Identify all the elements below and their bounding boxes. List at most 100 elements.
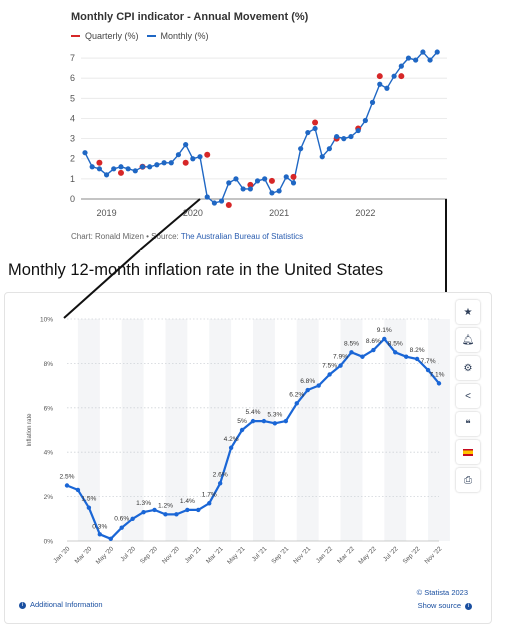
data-label: 8.5% xyxy=(344,340,359,347)
info-icon: i xyxy=(19,601,26,609)
monthly-point xyxy=(427,57,433,63)
bell-icon[interactable]: 🔔︎ xyxy=(456,328,480,352)
monthly-point xyxy=(369,99,376,105)
data-label: 5.4% xyxy=(245,409,260,416)
background-band xyxy=(253,319,275,541)
monthly-point xyxy=(254,178,261,184)
y-tick-label: 7 xyxy=(70,53,75,63)
monthly-point xyxy=(161,160,167,166)
inflation-point xyxy=(97,532,103,537)
star-icon[interactable]: ★ xyxy=(456,300,480,324)
background-band xyxy=(209,319,232,541)
quarterly-point xyxy=(96,159,103,166)
inflation-point xyxy=(305,387,310,393)
x-tick-label: May '20 xyxy=(95,545,116,566)
inflation-point xyxy=(75,487,81,493)
inflation-point xyxy=(250,418,256,424)
quarterly-point xyxy=(290,173,297,180)
inflation-point xyxy=(174,512,179,517)
gear-icon[interactable]: ⚙ xyxy=(456,356,480,380)
y-tick-label: 4 xyxy=(70,113,75,123)
monthly-point xyxy=(190,156,196,162)
y-tick-label: 1 xyxy=(70,174,75,184)
monthly-point xyxy=(290,180,297,186)
top-chart-legend: Quarterly (%) Monthly (%) xyxy=(71,31,209,41)
monthly-point xyxy=(204,194,210,200)
x-tick-label: Jan '22 xyxy=(315,545,335,565)
monthly-point xyxy=(118,164,124,170)
flag-spain-icon[interactable] xyxy=(456,440,480,464)
monthly-point xyxy=(341,136,347,142)
x-tick-label: 2019 xyxy=(97,208,117,218)
monthly-point xyxy=(305,129,311,136)
data-label: 7.5% xyxy=(322,363,337,370)
x-tick-label: Sep '20 xyxy=(139,545,159,565)
inflation-point xyxy=(207,501,212,506)
monthly-point xyxy=(348,133,354,140)
inflation-point xyxy=(414,356,420,362)
quarterly-point xyxy=(204,151,211,158)
y-tick-label: 2 xyxy=(70,154,75,164)
show-source-label: Show source xyxy=(417,601,461,610)
x-tick-label: Sep '22 xyxy=(402,545,422,565)
print-icon[interactable]: ⎙ xyxy=(456,468,480,492)
legend-monthly-label[interactable]: Monthly (%) xyxy=(160,31,209,41)
monthly-point xyxy=(269,190,275,196)
inflation-point xyxy=(152,507,157,513)
y-tick-label: 8% xyxy=(44,361,54,368)
inflation-point xyxy=(130,516,135,521)
x-tick-label: Nov '21 xyxy=(292,545,312,565)
x-tick-label: Sep '21 xyxy=(270,545,290,565)
monthly-point xyxy=(312,125,318,132)
top-chart: Monthly CPI indicator - Annual Movement … xyxy=(0,0,510,250)
monthly-point xyxy=(139,164,146,170)
monthly-point xyxy=(175,152,182,158)
monthly-point xyxy=(298,146,304,152)
monthly-point xyxy=(233,176,239,182)
monthly-point xyxy=(391,73,397,79)
monthly-point xyxy=(334,133,340,140)
x-tick-label: Nov '20 xyxy=(161,545,181,565)
inflation-point xyxy=(360,354,365,359)
monthly-point xyxy=(168,160,174,166)
inflation-point xyxy=(349,350,354,355)
monthly-point xyxy=(247,186,253,192)
y-tick-label: 4% xyxy=(44,450,54,457)
additional-information-link[interactable]: i Additional Information xyxy=(19,600,103,609)
statista-chart-panel: 0% 2% 4% 6% 8% 10% Inflation rate Jan '20 Mar '2… xyxy=(4,292,492,624)
legend-quarterly-label[interactable]: Quarterly (%) xyxy=(85,31,139,41)
show-source-link[interactable]: Show source i xyxy=(418,601,472,610)
inflation-point xyxy=(108,536,113,541)
y-tick-label: 0% xyxy=(44,539,54,546)
background-band xyxy=(165,319,188,541)
quarterly-point xyxy=(376,73,383,80)
background-band xyxy=(384,319,407,541)
monthly-point xyxy=(319,154,325,160)
monthly-point xyxy=(240,186,246,192)
monthly-series-line xyxy=(84,50,438,204)
quarterly-point xyxy=(312,119,319,126)
data-label: 7.7% xyxy=(421,358,436,365)
inflation-point xyxy=(272,421,278,426)
statista-credit[interactable]: © Statista 2023 xyxy=(416,588,468,597)
y-tick-label: 6 xyxy=(70,73,75,83)
data-label: 2.6% xyxy=(213,471,228,478)
data-label: 8.6% xyxy=(366,338,381,345)
monthly-point xyxy=(211,200,217,206)
connector-line-left xyxy=(139,198,201,250)
share-icon[interactable]: < xyxy=(456,384,480,408)
y-axis-title: Inflation rate xyxy=(27,413,33,447)
inflation-point xyxy=(119,525,124,530)
source-prefix: Chart: Ronald Mizen • Source: xyxy=(71,232,181,241)
quote-icon[interactable]: ❝ xyxy=(456,412,480,436)
source-link[interactable]: The Australian Bureau of Statistics xyxy=(180,232,304,241)
monthly-point xyxy=(147,164,153,170)
monthly-point xyxy=(197,154,203,160)
background-band xyxy=(296,319,319,541)
monthly-point xyxy=(132,168,138,174)
inflation-point xyxy=(185,507,190,513)
quarterly-point xyxy=(247,181,254,188)
monthly-point xyxy=(226,180,232,186)
monthly-point xyxy=(183,142,189,148)
